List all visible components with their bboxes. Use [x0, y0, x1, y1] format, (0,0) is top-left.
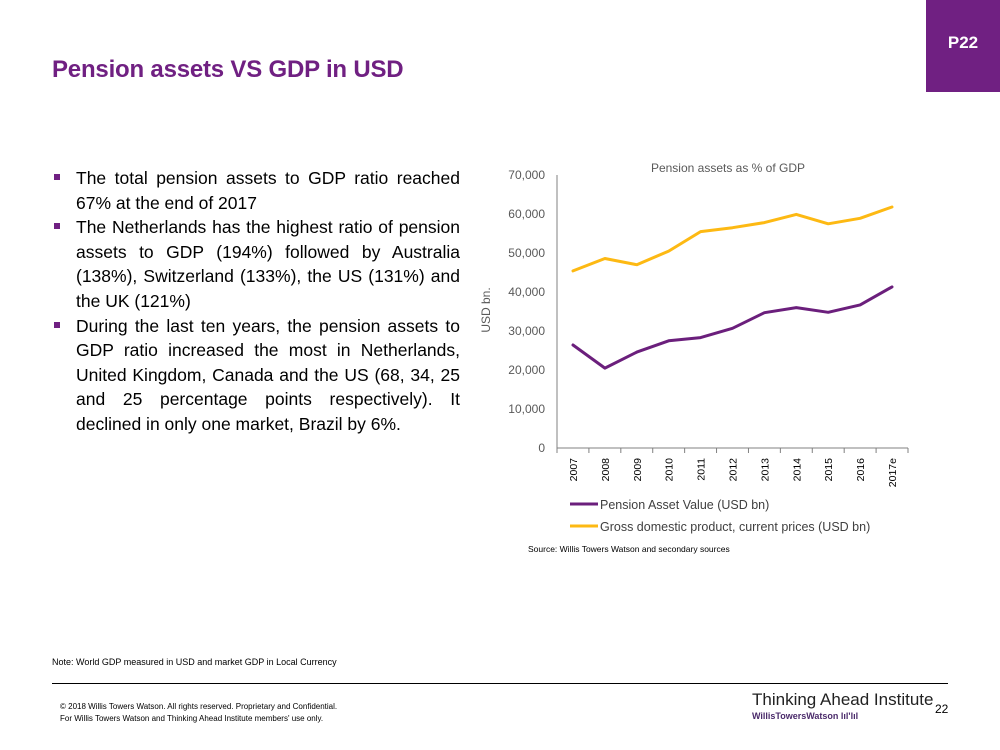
bullet-item: The Netherlands has the highest ratio of… — [52, 215, 460, 313]
x-tick-label: 2014 — [791, 458, 803, 482]
bullet-text: The total pension assets to GDP ratio re… — [76, 168, 460, 213]
y-tick-label: 70,000 — [508, 168, 545, 182]
copyright: © 2018 Willis Towers Watson. All rights … — [60, 701, 337, 725]
bullet-square-icon — [54, 174, 60, 180]
x-axis: 2007 2008 2009 2010 2011 2012 2013 2014 2015 2016… — [556, 447, 909, 487]
x-tick-label: 2017e — [887, 458, 899, 487]
series-lines — [571, 205, 894, 370]
series-line — [571, 205, 894, 273]
line-chart: Pension assets as % of GDP USD bn. 0 10,0… — [479, 161, 909, 554]
x-tick-label: 2011 — [696, 458, 708, 481]
copyright-line: © 2018 Willis Towers Watson. All rights … — [60, 702, 338, 711]
bullet-square-icon — [54, 223, 60, 230]
series-line — [571, 285, 894, 370]
x-tick-label: 2015 — [823, 458, 835, 482]
page-title: Pension assets VS GDP in USD — [52, 56, 404, 83]
y-tick-label: 0 — [538, 441, 545, 455]
legend-label: Pension Asset Value (USD bn) — [600, 498, 769, 512]
x-tick-label: 2008 — [600, 458, 612, 482]
y-tick-label: 10,000 — [508, 402, 545, 416]
y-tick-label: 20,000 — [508, 363, 545, 377]
x-tick-label: 2009 — [632, 458, 644, 482]
bullet-text: The Netherlands has the highest ratio of… — [76, 217, 460, 311]
x-tick-label: 2013 — [759, 458, 771, 482]
bullet-text: During the last ten years, the pension a… — [76, 315, 460, 434]
x-tick-label: 2007 — [568, 458, 580, 482]
bullet-item: During the last ten years, the pension a… — [52, 314, 460, 437]
copyright-line: For Willis Towers Watson and Thinking Ah… — [60, 714, 324, 723]
chart-source: Source: Willis Towers Watson and seconda… — [528, 544, 730, 554]
y-tick-label: 60,000 — [508, 207, 545, 221]
legend-label: Gross domestic product, current prices (… — [600, 520, 870, 534]
chart-title: Pension assets as % of GDP — [651, 161, 805, 175]
brand-sub-logo: WillisTowersWatson lıl'lıl — [752, 711, 859, 721]
x-tick-label: 2010 — [664, 458, 676, 482]
y-axis-label: USD bn. — [479, 287, 493, 332]
footer-divider — [52, 683, 948, 684]
bullet-list: The total pension assets to GDP ratio re… — [52, 166, 460, 437]
footnote: Note: World GDP measured in USD and mark… — [52, 657, 337, 667]
x-tick-label: 2016 — [855, 458, 867, 482]
page-badge: P22 — [926, 0, 1000, 92]
legend: Pension Asset Value (USD bn) Gross domest… — [570, 498, 870, 534]
chart-container: Pension assets as % of GDP USD bn. 0 10,0… — [470, 150, 930, 570]
brand-logo-text: Thinking Ahead Institute — [752, 690, 934, 709]
y-tick-label: 50,000 — [508, 246, 545, 260]
page-number: 22 — [935, 702, 949, 716]
bullet-item: The total pension assets to GDP ratio re… — [52, 166, 460, 215]
x-tick-label: 2012 — [728, 458, 740, 482]
y-tick-label: 40,000 — [508, 285, 545, 299]
bullet-square-icon — [54, 321, 60, 328]
y-tick-label: 30,000 — [508, 324, 545, 338]
y-axis: 0 10,000 20,000 30,000 40,000 50,000 60,000 70,… — [508, 168, 558, 455]
